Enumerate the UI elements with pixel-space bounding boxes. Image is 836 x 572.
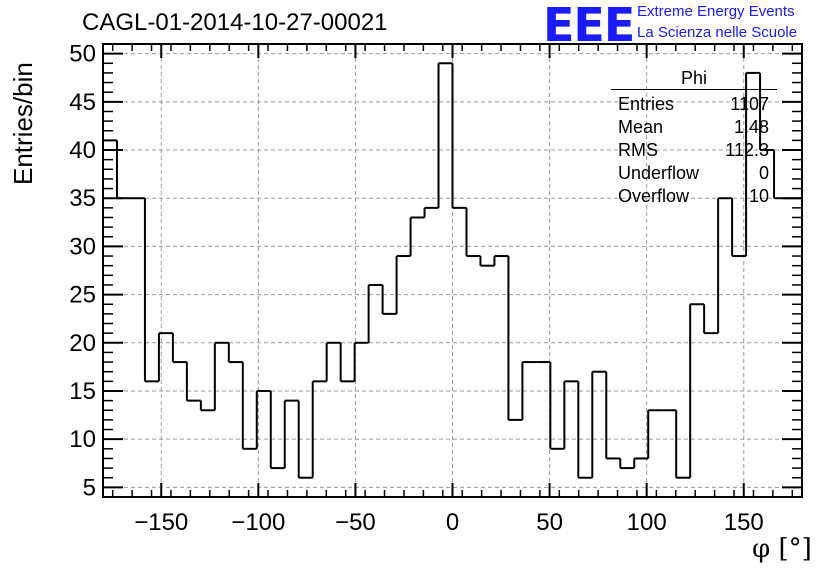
y-axis-label: Entries/bin bbox=[8, 62, 38, 185]
stats-row-rms: RMS 112.3 bbox=[611, 139, 777, 162]
grid-lines bbox=[103, 44, 802, 497]
stats-value: 0 bbox=[758, 163, 769, 183]
logo-line-2: La Scienza nelle Scuole bbox=[637, 24, 798, 41]
chart-title: CAGL-01-2014-10-27-00021 bbox=[82, 9, 388, 36]
y-tick-label: 30 bbox=[69, 233, 96, 260]
x-tick-label: 0 bbox=[446, 509, 459, 536]
y-tick-label: 25 bbox=[69, 282, 96, 309]
stats-row-mean: Mean 1.48 bbox=[611, 116, 777, 139]
y-tick-label: 50 bbox=[69, 41, 96, 68]
stats-value: 1.48 bbox=[733, 117, 769, 137]
y-axis: 5 10 15 20 25 30 35 40 45 50 bbox=[69, 41, 802, 501]
y-tick-label: 10 bbox=[69, 426, 96, 453]
stats-row-entries: Entries 1107 bbox=[611, 93, 777, 116]
y-tick-label: 5 bbox=[83, 474, 96, 501]
x-axis-label: φ [°] bbox=[752, 534, 812, 564]
eee-logo: EEE bbox=[543, 0, 635, 52]
x-tick-label: −100 bbox=[231, 509, 285, 536]
stats-label: Mean bbox=[618, 117, 664, 137]
y-tick-label: 35 bbox=[69, 185, 96, 212]
stats-label: Overflow bbox=[618, 186, 690, 206]
stats-divider bbox=[611, 89, 777, 90]
logo-line-1: Extreme Energy Events bbox=[637, 3, 795, 20]
stats-value: 112.3 bbox=[725, 140, 769, 160]
y-tick-label: 45 bbox=[69, 89, 96, 116]
stats-value: 1107 bbox=[730, 94, 769, 114]
y-tick-label: 20 bbox=[69, 330, 96, 357]
stats-row-underflow: Underflow 0 bbox=[611, 162, 777, 185]
x-tick-label: −50 bbox=[335, 509, 376, 536]
histogram-series bbox=[103, 62, 802, 479]
stats-value: 10 bbox=[748, 186, 769, 206]
stats-box: Phi Entries 1107 Mean 1.48 RMS 112.3 Und… bbox=[611, 67, 777, 208]
stats-label: Entries bbox=[618, 94, 675, 114]
x-tick-label: 100 bbox=[627, 509, 667, 536]
y-tick-label: 15 bbox=[69, 378, 96, 405]
x-axis: −150 −100 −50 0 50 100 150 bbox=[111, 44, 794, 536]
x-tick-label: 150 bbox=[724, 509, 764, 536]
x-tick-label: −150 bbox=[134, 509, 188, 536]
stats-row-overflow: Overflow 10 bbox=[611, 185, 777, 208]
stats-label: Underflow bbox=[618, 163, 700, 183]
x-tick-label: 50 bbox=[536, 509, 563, 536]
stats-label: RMS bbox=[618, 140, 658, 160]
y-tick-label: 40 bbox=[69, 137, 96, 164]
stats-title: Phi bbox=[680, 68, 707, 88]
